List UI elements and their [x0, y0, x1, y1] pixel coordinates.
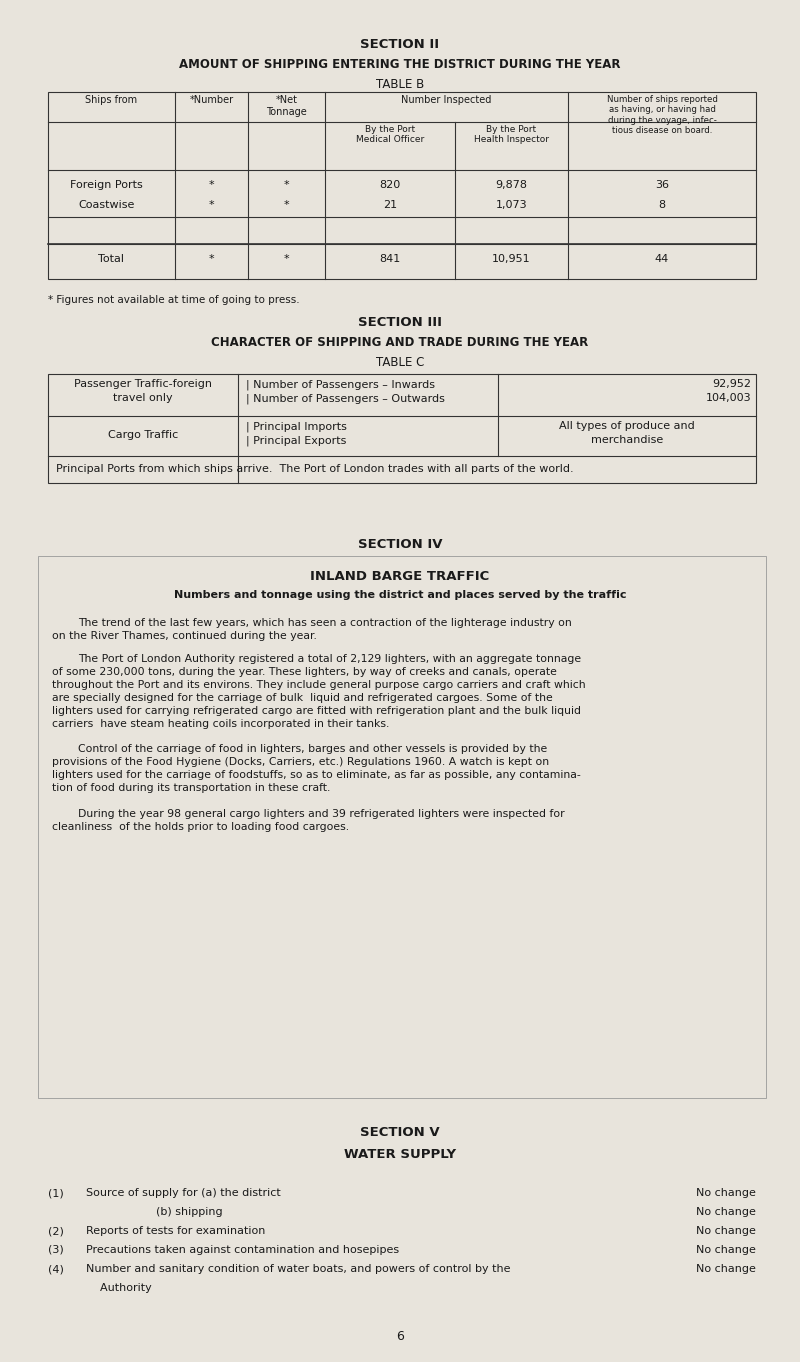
Text: By the Port
Medical Officer: By the Port Medical Officer: [356, 125, 424, 144]
Text: AMOUNT OF SHIPPING ENTERING THE DISTRICT DURING THE YEAR: AMOUNT OF SHIPPING ENTERING THE DISTRICT…: [179, 59, 621, 71]
Text: 8: 8: [658, 200, 666, 210]
Text: merchandise: merchandise: [591, 434, 663, 445]
Text: The trend of the last few years, which has seen a contraction of the lighterage : The trend of the last few years, which h…: [78, 618, 572, 628]
Text: Source of supply for (a) the district: Source of supply for (a) the district: [86, 1188, 281, 1199]
Text: SECTION V: SECTION V: [360, 1126, 440, 1139]
Text: 841: 841: [379, 253, 401, 264]
Text: *: *: [209, 180, 214, 191]
Bar: [38, 556, 766, 1098]
Text: 21: 21: [383, 200, 397, 210]
Text: *Number: *Number: [190, 95, 234, 105]
Text: tion of food during its transportation in these craft.: tion of food during its transportation i…: [52, 783, 330, 793]
Text: of some 230,000 tons, during the year. These lighters, by way of creeks and cana: of some 230,000 tons, during the year. T…: [52, 667, 557, 677]
Text: SECTION III: SECTION III: [358, 316, 442, 330]
Text: Reports of tests for examination: Reports of tests for examination: [86, 1226, 266, 1235]
Text: CHARACTER OF SHIPPING AND TRADE DURING THE YEAR: CHARACTER OF SHIPPING AND TRADE DURING T…: [211, 336, 589, 349]
Text: All types of produce and: All types of produce and: [559, 421, 695, 430]
Text: The Port of London Authority registered a total of 2,129 lighters, with an aggre: The Port of London Authority registered …: [78, 654, 581, 665]
Text: (1): (1): [48, 1188, 64, 1199]
Text: (4): (4): [48, 1264, 64, 1273]
Text: | Principal Exports: | Principal Exports: [246, 434, 346, 445]
Text: (3): (3): [48, 1245, 64, 1254]
Text: travel only: travel only: [113, 394, 173, 403]
Text: | Number of Passengers – Outwards: | Number of Passengers – Outwards: [246, 394, 445, 403]
Text: SECTION II: SECTION II: [361, 38, 439, 50]
Text: Principal Ports from which ships arrive.  The Port of London trades with all par: Principal Ports from which ships arrive.…: [56, 464, 574, 474]
Text: 104,003: 104,003: [706, 394, 751, 403]
Text: cleanliness  of the holds prior to loading food cargoes.: cleanliness of the holds prior to loadin…: [52, 823, 349, 832]
Text: No change: No change: [696, 1226, 756, 1235]
Text: *: *: [284, 200, 290, 210]
Text: 820: 820: [379, 180, 401, 191]
Text: 9,878: 9,878: [495, 180, 527, 191]
Bar: [48, 93, 756, 279]
Text: (b) shipping: (b) shipping: [86, 1207, 222, 1218]
Text: No change: No change: [696, 1245, 756, 1254]
Bar: [48, 375, 756, 484]
Text: TABLE B: TABLE B: [376, 78, 424, 91]
Text: lighters used for the carriage of foodstuffs, so as to eliminate, as far as poss: lighters used for the carriage of foodst…: [52, 770, 581, 780]
Text: Ships from: Ships from: [86, 95, 138, 105]
Text: Numbers and tonnage using the district and places served by the traffic: Numbers and tonnage using the district a…: [174, 590, 626, 601]
Text: (2): (2): [48, 1226, 64, 1235]
Text: 10,951: 10,951: [492, 253, 531, 264]
Text: INLAND BARGE TRAFFIC: INLAND BARGE TRAFFIC: [310, 571, 490, 583]
Text: Control of the carriage of food in lighters, barges and other vessels is provide: Control of the carriage of food in light…: [78, 744, 547, 755]
Text: Number Inspected: Number Inspected: [402, 95, 492, 105]
Text: WATER SUPPLY: WATER SUPPLY: [344, 1148, 456, 1160]
Text: 6: 6: [396, 1331, 404, 1343]
Text: *: *: [209, 200, 214, 210]
Text: SECTION IV: SECTION IV: [358, 538, 442, 552]
Text: | Principal Imports: | Principal Imports: [246, 421, 347, 432]
Text: | Number of Passengers – Inwards: | Number of Passengers – Inwards: [246, 379, 435, 390]
Text: 44: 44: [655, 253, 669, 264]
Text: *: *: [209, 253, 214, 264]
Text: Coastwise: Coastwise: [78, 200, 134, 210]
Text: By the Port
Health Inspector: By the Port Health Inspector: [474, 125, 549, 144]
Text: Passenger Traffic-foreign: Passenger Traffic-foreign: [74, 379, 212, 390]
Text: * Figures not available at time of going to press.: * Figures not available at time of going…: [48, 296, 300, 305]
Text: Number of ships reported
as having, or having had
during the voyage, infec-
tiou: Number of ships reported as having, or h…: [606, 95, 718, 135]
Text: *Net
Tonnage: *Net Tonnage: [266, 95, 307, 117]
Text: lighters used for carrying refrigerated cargo are fitted with refrigeration plan: lighters used for carrying refrigerated …: [52, 706, 581, 716]
Text: 36: 36: [655, 180, 669, 191]
Text: No change: No change: [696, 1188, 756, 1199]
Text: Total: Total: [98, 253, 125, 264]
Text: During the year 98 general cargo lighters and 39 refrigerated lighters were insp: During the year 98 general cargo lighter…: [78, 809, 565, 819]
Text: throughout the Port and its environs. They include general purpose cargo carrier: throughout the Port and its environs. Th…: [52, 680, 586, 691]
Text: Foreign Ports: Foreign Ports: [70, 180, 143, 191]
Text: Cargo Traffic: Cargo Traffic: [108, 430, 178, 440]
Text: provisions of the Food Hygiene (Docks, Carriers, etc.) Regulations 1960. A watch: provisions of the Food Hygiene (Docks, C…: [52, 757, 549, 767]
Text: carriers  have steam heating coils incorporated in their tanks.: carriers have steam heating coils incorp…: [52, 719, 390, 729]
Text: 92,952: 92,952: [712, 379, 751, 390]
Text: No change: No change: [696, 1207, 756, 1218]
Text: No change: No change: [696, 1264, 756, 1273]
Text: Authority: Authority: [86, 1283, 152, 1293]
Text: *: *: [284, 253, 290, 264]
Text: *: *: [284, 180, 290, 191]
Text: are specially designed for the carriage of bulk  liquid and refrigerated cargoes: are specially designed for the carriage …: [52, 693, 553, 703]
Text: Precautions taken against contamination and hosepipes: Precautions taken against contamination …: [86, 1245, 399, 1254]
Text: Number and sanitary condition of water boats, and powers of control by the: Number and sanitary condition of water b…: [86, 1264, 510, 1273]
Text: on the River Thames, continued during the year.: on the River Thames, continued during th…: [52, 631, 317, 642]
Text: TABLE C: TABLE C: [376, 355, 424, 369]
Text: 1,073: 1,073: [496, 200, 527, 210]
